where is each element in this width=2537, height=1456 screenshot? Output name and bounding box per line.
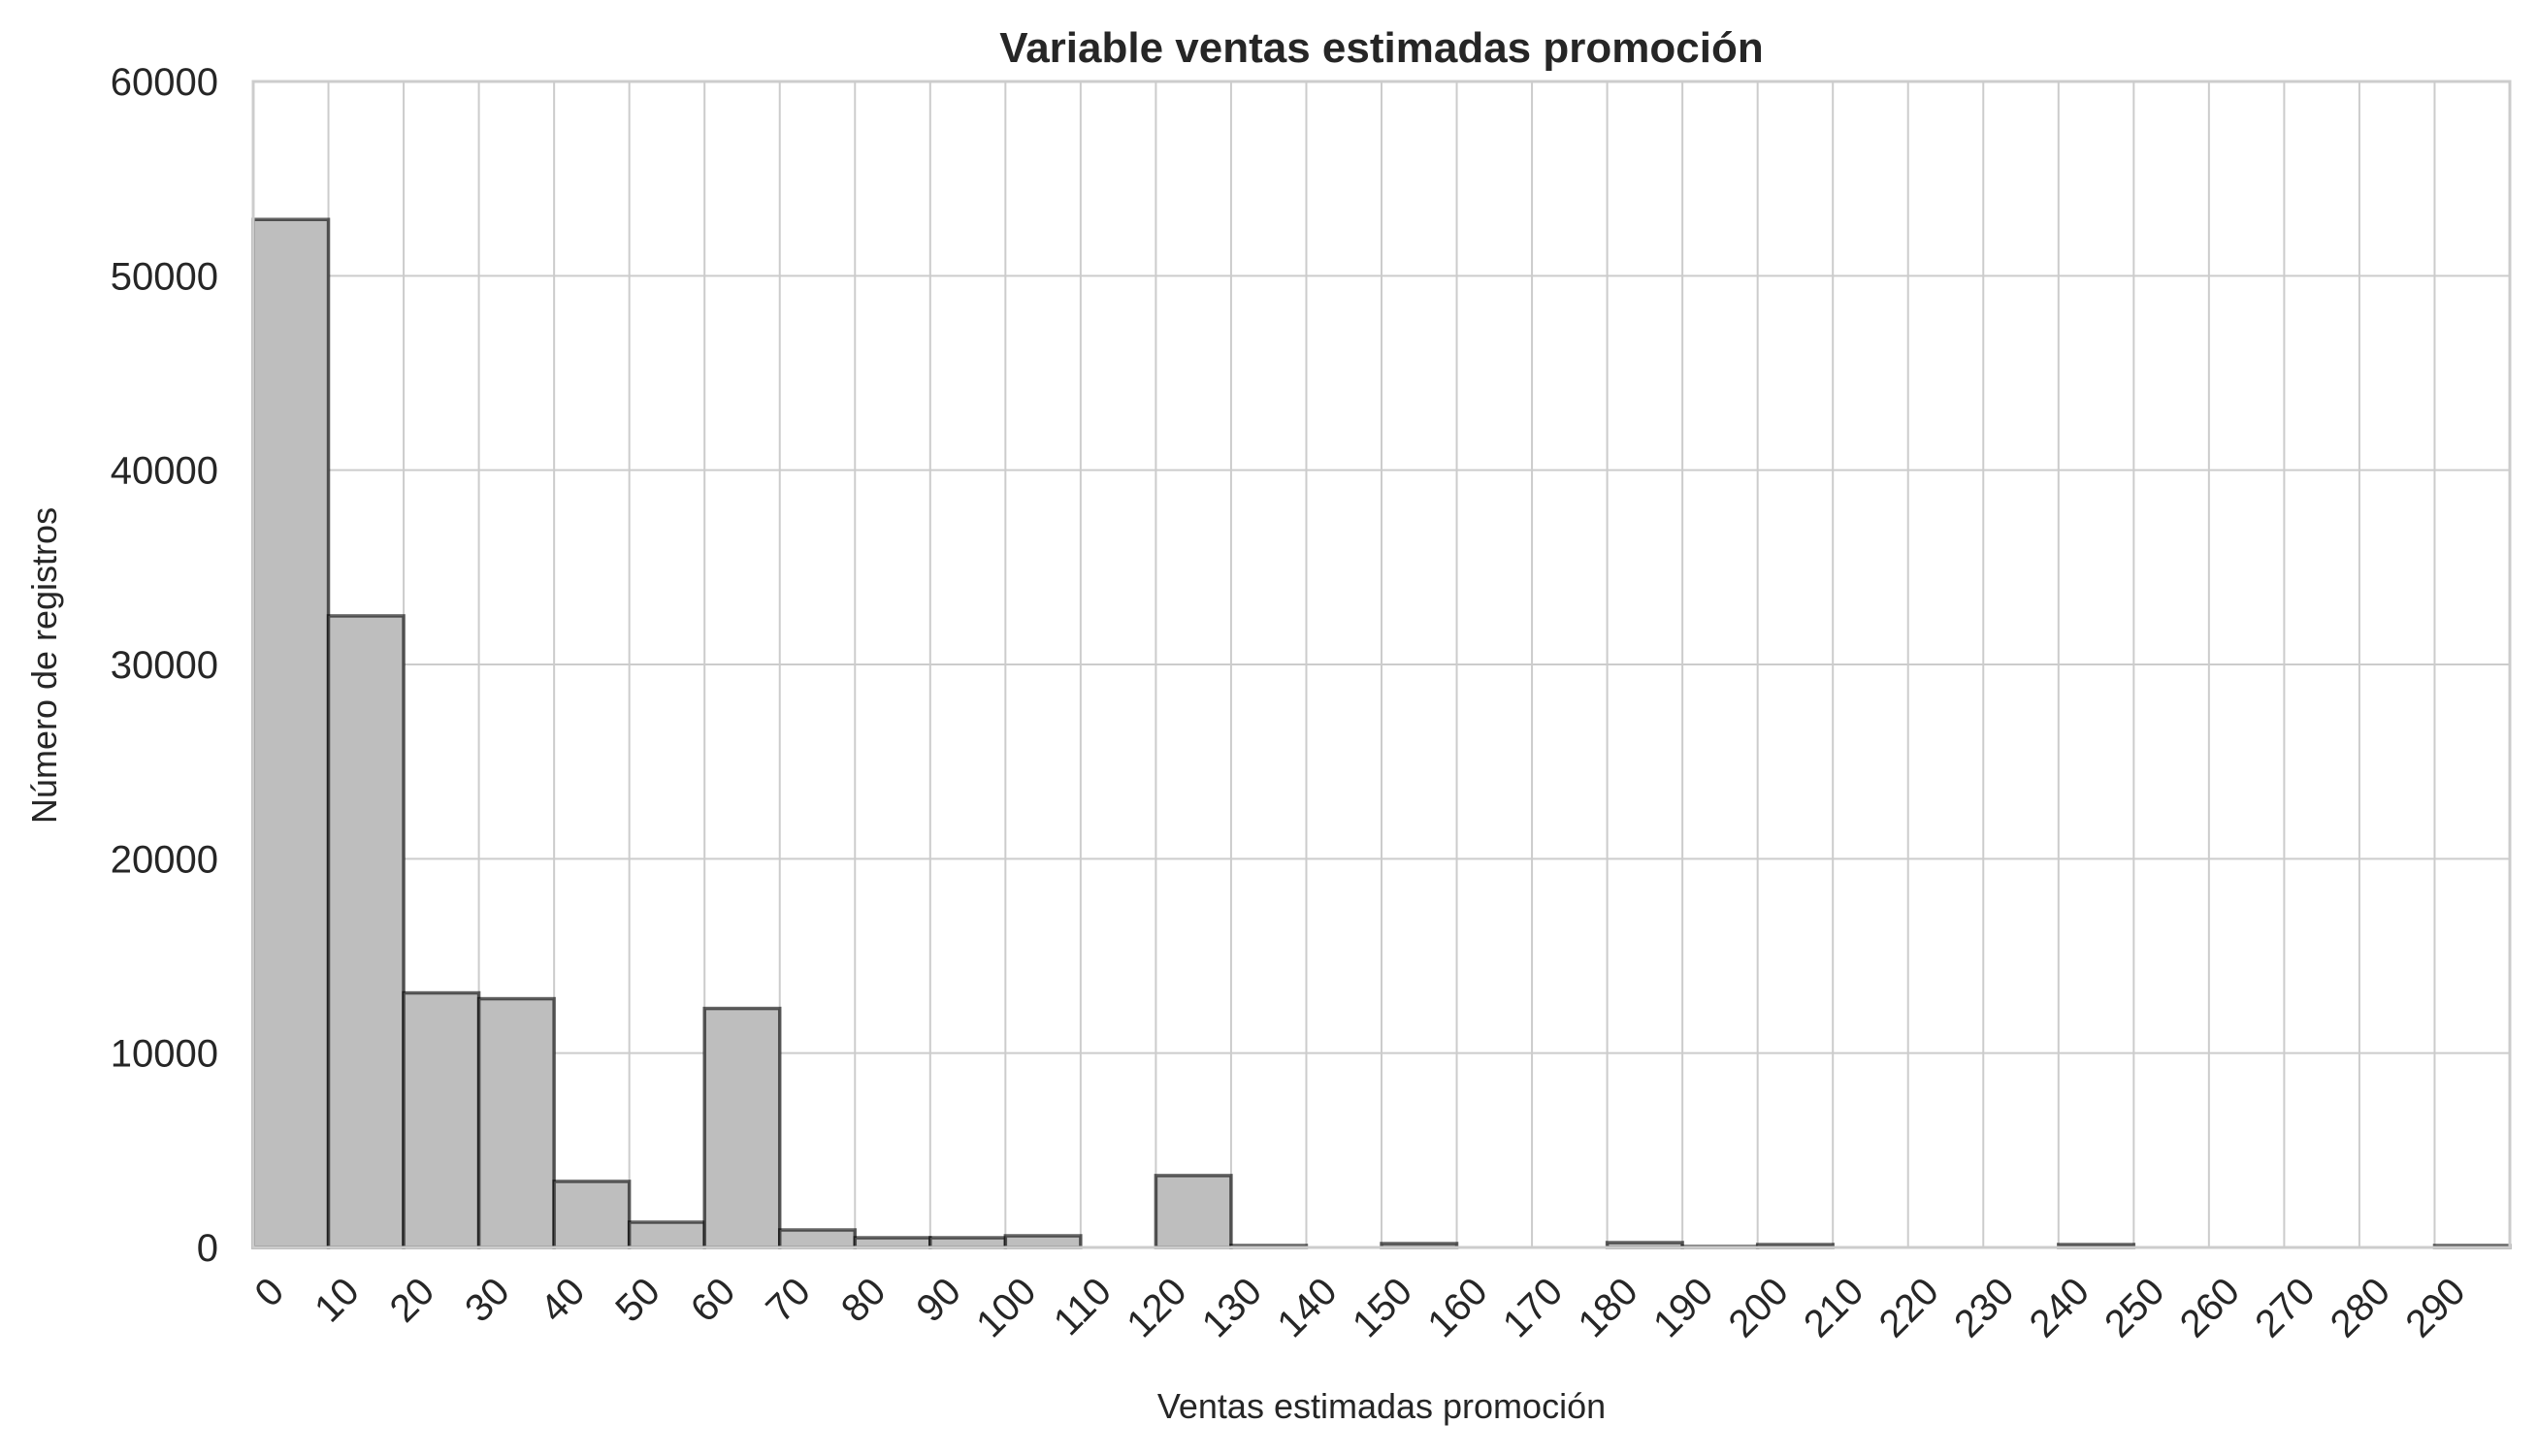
x-tick-label: 70 bbox=[758, 1270, 819, 1331]
x-tick-label: 270 bbox=[2247, 1270, 2323, 1345]
x-axis-label: Ventas estimadas promoción bbox=[1157, 1386, 1606, 1426]
y-axis-label: Número de registros bbox=[24, 507, 64, 824]
x-tick-label: 230 bbox=[1946, 1270, 2022, 1345]
x-tick-label: 290 bbox=[2397, 1270, 2473, 1345]
plot-frame bbox=[251, 80, 2512, 1249]
x-tick-label: 260 bbox=[2172, 1270, 2248, 1345]
x-tick-label: 190 bbox=[1645, 1270, 1721, 1345]
y-tick-label: 0 bbox=[197, 1227, 218, 1270]
x-tick-label: 40 bbox=[533, 1270, 594, 1331]
y-tick-label: 20000 bbox=[111, 838, 218, 881]
y-tick-label: 30000 bbox=[111, 644, 218, 687]
x-tick-label: 10 bbox=[307, 1270, 368, 1331]
x-tick-label: 90 bbox=[908, 1270, 969, 1331]
x-tick-label: 100 bbox=[968, 1270, 1044, 1345]
x-tick-label: 210 bbox=[1796, 1270, 1871, 1345]
chart-title: Variable ventas estimadas promoción bbox=[999, 24, 1763, 72]
histogram-bar bbox=[1003, 1234, 1083, 1249]
x-tick-label: 250 bbox=[2097, 1270, 2172, 1345]
y-tick-label: 50000 bbox=[111, 255, 218, 298]
y-tick-label: 40000 bbox=[111, 450, 218, 493]
x-tick-label: 0 bbox=[246, 1270, 292, 1315]
histogram-bar bbox=[402, 990, 481, 1249]
histogram-bar bbox=[326, 614, 406, 1249]
x-tick-label: 110 bbox=[1046, 1270, 1120, 1343]
x-tick-label: 60 bbox=[683, 1270, 744, 1331]
x-tick-label: 170 bbox=[1495, 1270, 1571, 1345]
histogram-bar bbox=[251, 217, 331, 1249]
grid-lines bbox=[252, 81, 2510, 1248]
x-tick-label: 140 bbox=[1269, 1270, 1345, 1345]
x-tick-label: 180 bbox=[1570, 1270, 1645, 1345]
y-tick-label: 60000 bbox=[111, 61, 218, 104]
histogram-bar bbox=[853, 1236, 932, 1249]
x-tick-label: 160 bbox=[1419, 1270, 1495, 1345]
x-tick-label: 50 bbox=[607, 1270, 668, 1331]
x-tick-label: 130 bbox=[1194, 1270, 1270, 1345]
x-tick-label: 30 bbox=[457, 1270, 518, 1331]
x-tick-label: 20 bbox=[382, 1270, 443, 1331]
histogram-bar bbox=[552, 1180, 632, 1249]
histogram-bar bbox=[1154, 1174, 1233, 1249]
y-tick-label: 10000 bbox=[111, 1033, 218, 1076]
x-tick-label: 200 bbox=[1721, 1270, 1797, 1345]
histogram-bar bbox=[476, 996, 556, 1249]
histogram-bars bbox=[251, 217, 2512, 1249]
x-tick-label: 120 bbox=[1119, 1270, 1194, 1345]
y-tick-labels: 0 10000 20000 30000 40000 50000 60000 bbox=[111, 61, 218, 1270]
x-tick-label: 280 bbox=[2323, 1270, 2398, 1345]
x-tick-label: 220 bbox=[1871, 1270, 1947, 1345]
histogram-bar bbox=[702, 1006, 782, 1249]
x-tick-label: 80 bbox=[833, 1270, 894, 1331]
x-tick-labels: 0 10 20 30 40 50 60 70 80 90 100 110 120 130 140 150 160… bbox=[246, 1270, 2473, 1345]
histogram-bar bbox=[777, 1228, 858, 1249]
histogram-bar bbox=[928, 1236, 1008, 1249]
histogram-bar bbox=[627, 1220, 706, 1249]
x-tick-label: 240 bbox=[2022, 1270, 2098, 1345]
x-tick-label: 150 bbox=[1345, 1270, 1420, 1345]
